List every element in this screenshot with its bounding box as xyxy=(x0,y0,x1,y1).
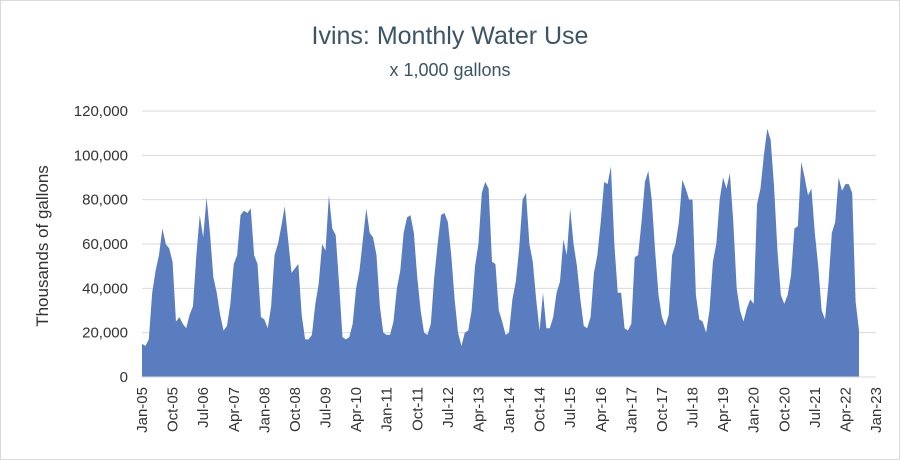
x-tick-label: Apr-10 xyxy=(348,387,365,432)
x-axis-ticks: Jan-05 Oct-05 Jul-06 Apr-07 Jan-08 Oct-08 Jul-… xyxy=(134,387,885,433)
x-tick-label: Oct-08 xyxy=(287,387,304,432)
x-tick-label: Jul-21 xyxy=(807,387,824,428)
y-tick-label: 40,000 xyxy=(82,280,128,297)
x-tick-label: Apr-16 xyxy=(593,387,610,432)
x-tick-label: Apr-13 xyxy=(470,387,487,432)
x-tick-label: Jul-12 xyxy=(440,387,457,428)
x-tick-label: Apr-19 xyxy=(715,387,732,432)
x-tick-label: Jan-17 xyxy=(623,387,640,433)
x-tick-label: Jan-11 xyxy=(379,387,396,432)
y-tick-label: 120,000 xyxy=(74,103,128,120)
x-tick-label: Oct-11 xyxy=(409,387,426,431)
area-series xyxy=(142,128,860,377)
x-tick-label: Jan-08 xyxy=(256,387,273,433)
water-use-area xyxy=(142,128,860,377)
x-tick-label: Jan-20 xyxy=(746,387,763,433)
x-tick-label: Oct-17 xyxy=(654,387,671,432)
y-tick-label: 100,000 xyxy=(74,147,128,164)
x-tick-label: Jan-05 xyxy=(134,387,151,433)
x-tick-label: Oct-05 xyxy=(165,387,182,432)
x-tick-label: Jul-15 xyxy=(562,387,579,428)
x-tick-label: Apr-07 xyxy=(226,387,243,432)
x-tick-label: Jan-23 xyxy=(868,387,885,433)
y-axis-label: Thousands of gallons xyxy=(33,165,52,327)
x-tick-label: Oct-14 xyxy=(532,387,549,432)
x-tick-label: Jul-09 xyxy=(318,387,335,428)
chart-subtitle: x 1,000 gallons xyxy=(389,60,511,80)
y-tick-label: 80,000 xyxy=(82,192,128,209)
chart-title: Ivins: Monthly Water Use xyxy=(311,22,589,50)
x-tick-label: Oct-20 xyxy=(776,387,793,432)
x-tick-label: Jul-06 xyxy=(195,387,212,428)
x-tick-label: Apr-22 xyxy=(837,387,854,432)
y-tick-label: 60,000 xyxy=(82,236,128,253)
y-tick-label: 0 xyxy=(120,369,128,386)
x-tick-label: Jan-14 xyxy=(501,387,518,433)
y-tick-label: 20,000 xyxy=(82,325,128,342)
y-axis-ticks: 0 20,000 40,000 60,000 80,000 100,000 120,000 xyxy=(74,103,128,386)
x-tick-label: Jul-18 xyxy=(685,387,702,428)
